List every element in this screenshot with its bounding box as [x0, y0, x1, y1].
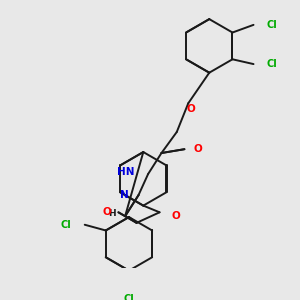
Text: Cl: Cl: [267, 20, 278, 30]
Text: H: H: [108, 209, 116, 218]
Text: Cl: Cl: [61, 220, 71, 230]
Text: HN: HN: [117, 167, 135, 177]
Text: O: O: [171, 211, 180, 221]
Text: N: N: [120, 190, 129, 200]
Text: O: O: [102, 207, 111, 217]
Text: O: O: [187, 104, 196, 114]
Text: Cl: Cl: [267, 59, 278, 69]
Text: O: O: [194, 144, 203, 154]
Text: Cl: Cl: [124, 294, 134, 300]
